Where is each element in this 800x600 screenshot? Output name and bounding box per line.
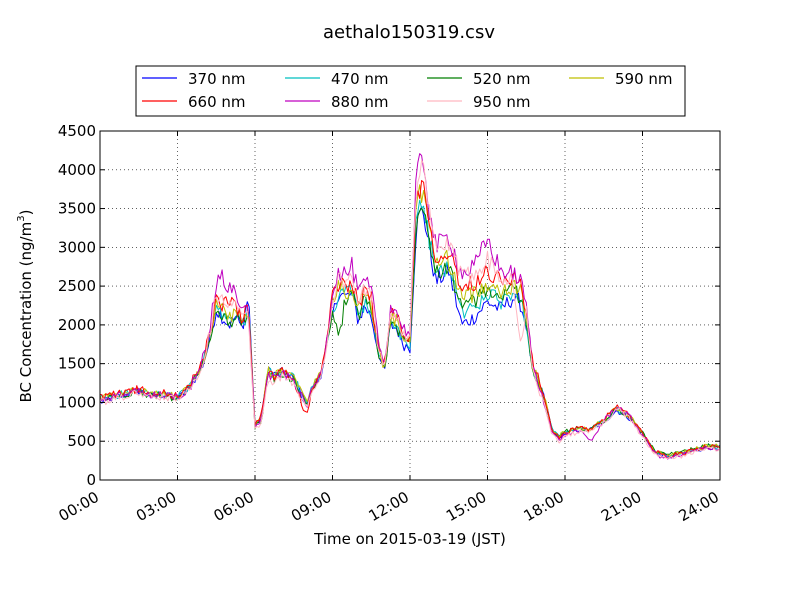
- x-tick-label: 12:00: [366, 488, 412, 525]
- chart-title: aethalo150319.csv: [323, 22, 495, 43]
- x-axis-label: Time on 2015-03-19 (JST): [313, 530, 506, 548]
- y-axis-label-superscript: 3: [16, 215, 27, 221]
- x-tick-labels: 00:00 03:00 06:00 09:00 12:00 15:00 18:00 21:00…: [56, 488, 722, 525]
- legend-label: 370 nm: [188, 70, 246, 88]
- y-tick-label: 4500: [58, 122, 96, 140]
- y-tick-label: 4000: [58, 161, 96, 179]
- y-tick-label: 2000: [58, 316, 96, 334]
- legend-item: 950 nm: [427, 93, 531, 111]
- y-tick-label: 2500: [58, 277, 96, 295]
- legend-label: 470 nm: [331, 70, 389, 88]
- x-tick-label: 21:00: [598, 488, 644, 525]
- plot-background: [100, 131, 720, 480]
- y-tick-labels: 0 500 1000 1500 2000 2500 3000 3500 4000 4500: [58, 122, 96, 489]
- legend-label: 880 nm: [331, 93, 389, 111]
- legend-label: 660 nm: [188, 93, 246, 111]
- x-tick-label: 15:00: [443, 488, 489, 525]
- x-tick-label: 00:00: [56, 488, 102, 525]
- x-tick-label: 03:00: [133, 488, 179, 525]
- legend-label: 520 nm: [473, 70, 531, 88]
- x-tick-label: 24:00: [676, 488, 722, 525]
- legend-box: [135, 65, 686, 117]
- y-tick-label: 3000: [58, 238, 96, 256]
- legend-item: 470 nm: [285, 70, 389, 88]
- x-tick-label: 06:00: [211, 488, 257, 525]
- legend-item: 660 nm: [142, 93, 246, 111]
- x-tick-label: 09:00: [288, 488, 334, 525]
- x-tick-label: 18:00: [521, 488, 567, 525]
- y-tick-label: 500: [67, 432, 96, 450]
- y-tick-label: 1000: [58, 393, 96, 411]
- y-axis-label-tail: ): [17, 210, 35, 216]
- y-axis-label: BC Concentration (ng/m3): [16, 210, 35, 403]
- legend-item: 370 nm: [142, 70, 246, 88]
- y-tick-label: 3500: [58, 200, 96, 218]
- ticks: [99, 130, 721, 481]
- y-axis-label-main: BC Concentration (ng/m: [17, 222, 35, 403]
- series-lines: [99, 153, 721, 460]
- legend-label: 950 nm: [473, 93, 531, 111]
- legend-item: 590 nm: [569, 70, 673, 88]
- legend-item: 520 nm: [427, 70, 531, 88]
- y-tick-label: 1500: [58, 355, 96, 373]
- y-tick-label: 0: [86, 471, 96, 489]
- series-line: [99, 159, 721, 460]
- grid: [100, 131, 720, 480]
- legend-label: 590 nm: [615, 70, 673, 88]
- legend: 370 nm 470 nm 520 nm 590 nm 660 nm 880 nm 950 …: [135, 65, 686, 117]
- legend-item: 880 nm: [285, 93, 389, 111]
- plot-area: [99, 130, 721, 481]
